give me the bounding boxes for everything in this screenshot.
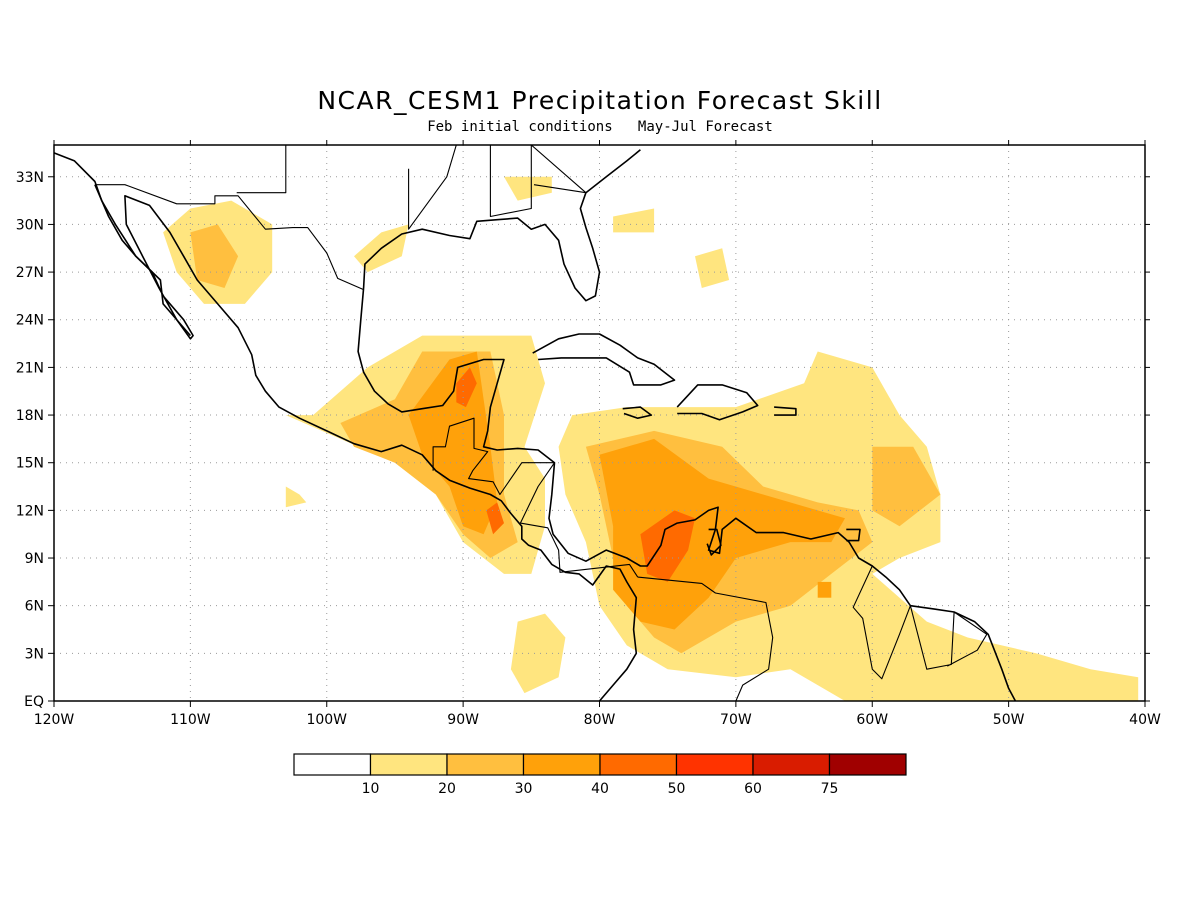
colorbar-label: 40 — [591, 781, 609, 797]
coastline-baja-peninsula-west — [94, 184, 192, 337]
lon-tick-label: 70W — [720, 712, 752, 728]
coastline-puerto-rico — [774, 406, 797, 416]
coastlines-borders — [54, 145, 1017, 701]
colorbar-box — [522, 753, 601, 776]
coastline-gulf-north-coast — [362, 149, 641, 302]
colorbar-label: 60 — [744, 781, 762, 797]
lat-tick-label: EQ — [24, 694, 44, 710]
lat-tick-label: 15N — [16, 456, 44, 472]
map-subtitle: Feb initial conditions May-Jul Forecast — [427, 119, 773, 135]
skill-region-small-pacific-patch — [285, 486, 307, 508]
lat-tick-label: 30N — [16, 217, 44, 233]
lat-tick-label: 9N — [25, 551, 44, 567]
lat-tick-label: 18N — [16, 408, 44, 424]
skill-contours — [163, 176, 1139, 701]
coastline-hispaniola — [676, 384, 759, 421]
coastline-lake-maracaibo — [706, 528, 722, 556]
lat-tick-label: 27N — [16, 265, 44, 281]
skill-region-baja-core — [190, 224, 239, 288]
lat-tick-label: 33N — [16, 170, 44, 186]
skill-region-yucatan-peak — [456, 367, 477, 408]
skill-region-florida-east — [613, 208, 655, 233]
colorbar-label: 10 — [362, 781, 380, 797]
colorbar-box — [293, 753, 372, 776]
colorbar-box — [828, 753, 907, 776]
skill-region-central-america-hot — [408, 351, 498, 535]
coastline-north-america-pacific-coast — [54, 152, 638, 701]
lon-tick-label: 90W — [447, 712, 479, 728]
border-us-state-lines — [236, 145, 287, 194]
lon-tick-label: 80W — [584, 712, 616, 728]
border-guianas-borders — [852, 565, 988, 680]
map-title: NCAR_CESM1 Precipitation Forecast Skill — [317, 86, 883, 115]
colorbar-box — [599, 753, 678, 776]
border-us-mexico — [94, 184, 364, 291]
colorbar-label: 75 — [821, 781, 839, 797]
lat-tick-label: 6N — [25, 599, 44, 615]
border-central-american-borders — [432, 417, 639, 578]
lon-tick-label: 100W — [306, 712, 347, 728]
colorbar-label: 50 — [668, 781, 686, 797]
lat-tick-label: 21N — [16, 360, 44, 376]
lat-tick-label: 3N — [25, 646, 44, 662]
lon-tick-label: 50W — [993, 712, 1025, 728]
coastline-trinidad — [846, 528, 861, 542]
colorbar-label: 20 — [438, 781, 456, 797]
colorbar: 10 20 30 40 50 60 75 — [293, 753, 907, 797]
border-us-states-south — [408, 145, 587, 230]
colorbar-box — [752, 753, 831, 776]
colorbar-box — [369, 753, 448, 776]
border-south-america-borders — [637, 576, 774, 701]
lon-tick-label: 60W — [856, 712, 888, 728]
skill-region-east-caribbean-right — [872, 446, 941, 527]
axis-ticks: 120W 110W 100W 90W 80W 70W 60W 50W 40W EQ 3N 6N 9N 12… — [16, 140, 1161, 728]
coastline-jamaica — [622, 406, 653, 420]
skill-region-venezuela-patch — [817, 581, 832, 598]
lon-tick-label: 110W — [170, 712, 211, 728]
lon-tick-label: 40W — [1129, 712, 1161, 728]
skill-region-honduras-peak — [486, 502, 504, 535]
lat-tick-label: 24N — [16, 313, 44, 329]
coastline-gulf-and-caribbean-coast — [357, 287, 1017, 701]
colorbar-label: 30 — [515, 781, 533, 797]
coastline-cuba — [532, 333, 676, 386]
skill-region-colombia-peak — [640, 510, 695, 582]
lat-tick-label: 12N — [16, 503, 44, 519]
lon-tick-label: 120W — [34, 712, 75, 728]
colorbar-box — [675, 753, 754, 776]
colorbar-box — [446, 753, 525, 776]
skill-region-north-gulf-east — [504, 176, 552, 201]
skill-region-eastern-pacific-south — [510, 613, 566, 694]
skill-region-atlantic-bahamas — [695, 248, 730, 288]
